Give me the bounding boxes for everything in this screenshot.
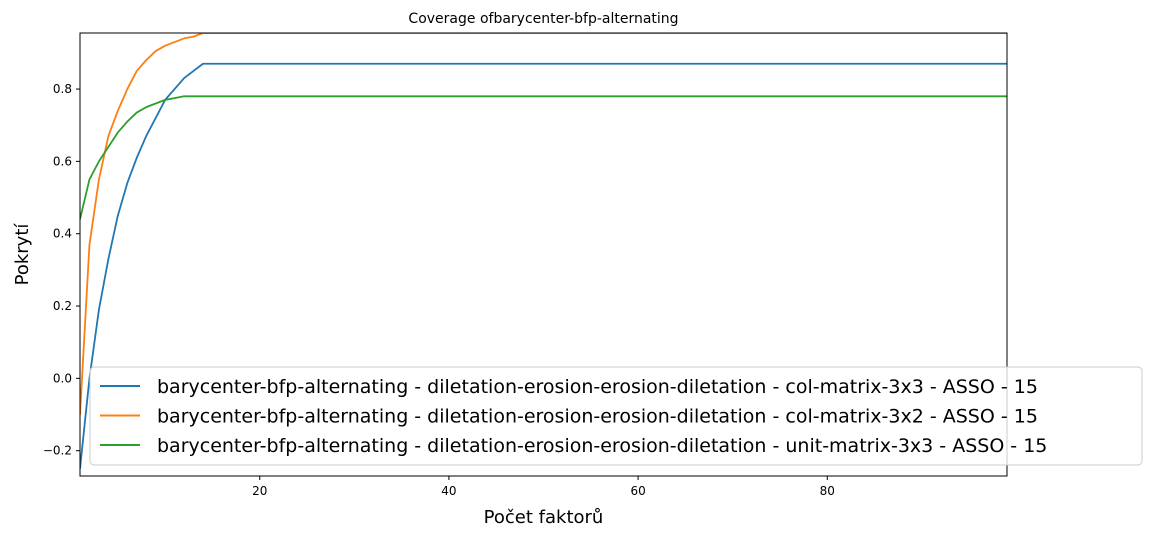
legend-label-2: barycenter-bfp-alternating - diletation-… bbox=[157, 406, 1038, 428]
series-line-3 bbox=[80, 95, 1007, 220]
series-line-1 bbox=[80, 62, 1007, 469]
y-axis-label: Pokrytí bbox=[12, 223, 33, 286]
y-tick-label: −0.2 bbox=[43, 444, 72, 458]
chart-title: Coverage ofbarycenter-bfp-alternating bbox=[408, 11, 678, 27]
legend-box bbox=[89, 366, 1143, 466]
y-axis: −0.2 0.0 0.2 0.4 0.6 0.8 bbox=[43, 82, 80, 458]
y-tick-label: 0.8 bbox=[53, 82, 72, 96]
x-tick-label: 80 bbox=[820, 484, 835, 498]
legend-label-3: barycenter-bfp-alternating - diletation-… bbox=[157, 435, 1047, 457]
legend: barycenter-bfp-alternating - diletation-… bbox=[89, 366, 1143, 466]
x-axis: 20 40 60 80 bbox=[252, 476, 835, 498]
y-tick-label: 0.4 bbox=[53, 227, 72, 241]
y-tick-label: 0.2 bbox=[53, 299, 72, 313]
legend-label-1: barycenter-bfp-alternating - diletation-… bbox=[157, 376, 1038, 398]
series-line-2 bbox=[80, 33, 1007, 415]
y-tick-label: 0.0 bbox=[53, 371, 72, 385]
y-tick-label: 0.6 bbox=[53, 154, 72, 168]
x-axis-label: Počet faktorů bbox=[484, 507, 604, 528]
series-layer bbox=[80, 33, 1007, 469]
x-tick-label: 40 bbox=[441, 484, 456, 498]
x-tick-label: 60 bbox=[630, 484, 645, 498]
plot-frame bbox=[79, 32, 1008, 477]
x-tick-label: 20 bbox=[252, 484, 267, 498]
